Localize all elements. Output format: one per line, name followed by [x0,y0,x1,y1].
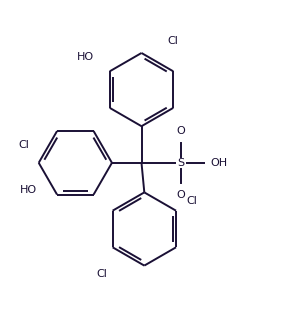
Text: Cl: Cl [186,196,198,206]
Text: Cl: Cl [97,269,108,279]
Text: O: O [177,126,185,136]
Text: HO: HO [76,52,94,62]
Text: S: S [177,158,185,168]
Text: Cl: Cl [167,36,178,46]
Text: HO: HO [20,185,37,195]
Text: O: O [177,189,185,200]
Text: OH: OH [211,158,228,168]
Text: Cl: Cl [18,140,29,149]
